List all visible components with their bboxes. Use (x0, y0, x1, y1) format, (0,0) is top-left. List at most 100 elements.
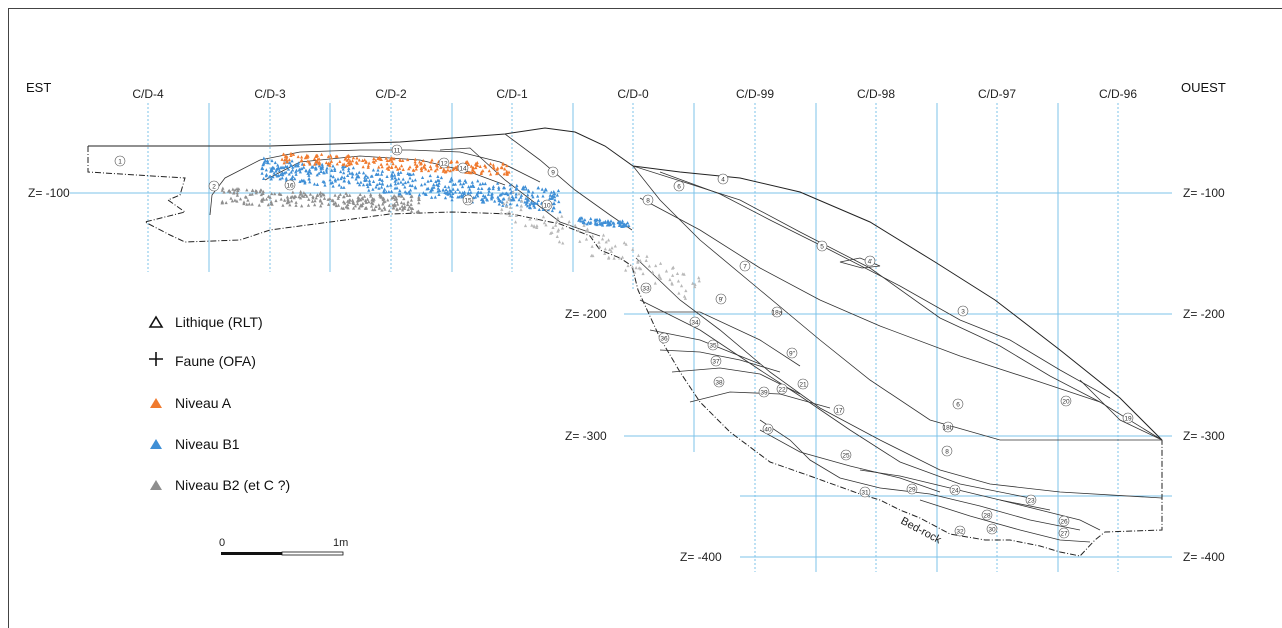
niveau-b1-point (280, 176, 284, 180)
niveau-a-point (350, 159, 355, 163)
niveau-b1-point (528, 202, 532, 206)
niveau-b1-point (502, 186, 506, 190)
niveau-b1-point (284, 176, 288, 180)
fauna-point (630, 265, 635, 269)
niveau-b2-point (320, 201, 324, 205)
niveau-b2-point (297, 195, 301, 199)
niveau-b1-point (339, 176, 343, 181)
niveau-b1-point (270, 168, 274, 173)
niveau-b1-point (526, 193, 530, 197)
niveau-b2-point (415, 210, 419, 214)
niveau-a-point (379, 162, 383, 166)
niveau-b1-point (303, 181, 307, 185)
niveau-b1-point (343, 164, 347, 169)
niveau-b1-point (429, 178, 433, 182)
niveau-b2-point (358, 192, 362, 196)
niveau-b1-point (460, 195, 464, 199)
niveau-b1-point (598, 217, 602, 222)
layer-number: 6 (677, 184, 681, 191)
fauna-point (560, 214, 564, 218)
niveau-b1-point (607, 223, 611, 227)
niveau-b2-point (355, 201, 360, 206)
niveau-b1-point (541, 194, 545, 198)
niveau-b1-point (288, 160, 292, 165)
niveau-b1-point (380, 185, 384, 189)
niveau-b1-point (361, 183, 366, 187)
niveau-a-point (471, 169, 476, 173)
niveau-b2-point (417, 201, 421, 205)
niveau-b1-point (320, 162, 324, 166)
niveau-b1-point (589, 220, 593, 224)
niveau-b2-point (318, 192, 322, 196)
niveau-b2-point (286, 199, 290, 203)
niveau-b1-point (363, 178, 367, 182)
niveau-b1-point (458, 178, 462, 182)
fauna-point (578, 239, 582, 243)
niveau-b2-point (230, 199, 234, 203)
niveau-b2-point (245, 202, 249, 206)
niveau-b1-point (493, 199, 497, 203)
niveau-b1-point (618, 222, 622, 226)
niveau-b2-point (302, 194, 306, 198)
niveau-b1-point (514, 186, 518, 190)
niveau-b2-point (342, 194, 346, 199)
niveau-b1-point (369, 174, 373, 178)
niveau-a-point (446, 168, 450, 172)
niveau-b2-point (347, 200, 352, 204)
niveau-a-point (345, 158, 349, 162)
niveau-b1-point (272, 166, 276, 170)
niveau-b1-point (514, 195, 518, 199)
niveau-a-point (505, 172, 509, 176)
niveau-b1-point (536, 194, 540, 198)
niveau-b2-point (326, 197, 330, 201)
layer-number: 34 (691, 320, 699, 327)
niveau-b1-point (408, 188, 413, 192)
fauna-point (556, 228, 561, 232)
niveau-b2-point (237, 187, 241, 191)
fauna-point (551, 225, 555, 230)
niveau-b1-point (333, 177, 337, 182)
niveau-b2-point (379, 195, 383, 199)
niveau-b1-point (399, 170, 403, 174)
niveau-a-point (471, 166, 475, 170)
niveau-b2-point (395, 199, 399, 203)
niveau-b1-point (461, 181, 466, 186)
niveau-a-point (366, 164, 370, 168)
fauna-point (535, 224, 539, 228)
niveau-a-point (316, 157, 320, 161)
niveau-b2-point (395, 207, 399, 211)
niveau-b2-point (406, 200, 410, 204)
niveau-b2-point (235, 193, 239, 197)
niveau-b1-point (456, 187, 460, 191)
niveau-b2-point (401, 206, 405, 210)
niveau-a-point (315, 159, 320, 163)
fauna-point (555, 234, 559, 238)
niveau-b2-point (377, 205, 382, 210)
niveau-b2-point (298, 196, 303, 200)
depth-label-400-right: Z= -400 (1183, 550, 1225, 564)
niveau-b1-point (476, 186, 481, 190)
niveau-b2-point (348, 193, 352, 197)
niveau-b1-point (401, 182, 405, 186)
layer-number: 2 (212, 184, 216, 191)
niveau-b1-point (314, 166, 318, 170)
layer-circle: 7 (739, 260, 751, 272)
niveau-b2-point (257, 203, 261, 207)
niveau-a-point (421, 158, 425, 163)
niveau-b2-point (400, 208, 405, 212)
niveau-b2-point (398, 206, 402, 210)
niveau-b1-point (265, 158, 270, 163)
fauna-point (590, 244, 594, 248)
niveau-b1-point (376, 168, 380, 172)
scale-one: 1m (333, 537, 348, 549)
niveau-b1-point (298, 170, 302, 174)
niveau-b2-point (322, 196, 327, 200)
niveau-b1-point (542, 189, 546, 194)
fauna-point (683, 296, 687, 300)
niveau-b1-point (519, 195, 523, 199)
fauna-point (532, 224, 536, 228)
niveau-b1-point (430, 195, 434, 199)
layer-circle: 21 (797, 378, 809, 390)
niveau-b1-point (367, 179, 372, 183)
niveau-b1-point (290, 159, 294, 163)
